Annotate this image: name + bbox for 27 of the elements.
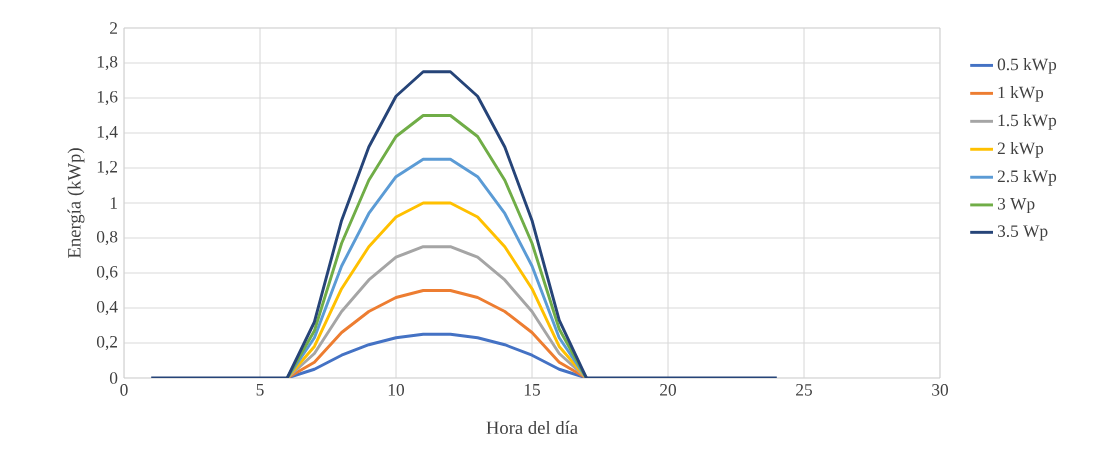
legend-label: 2.5 kWp — [997, 169, 1057, 186]
x-tick-label: 5 — [256, 384, 264, 396]
legend-label: 2 kWp — [997, 141, 1044, 158]
x-tick-label: 25 — [796, 384, 812, 396]
x-tick-label: 10 — [388, 384, 405, 396]
y-tick-label: 0,2 — [96, 335, 118, 351]
y-tick-label: 1,2 — [97, 160, 118, 176]
x-tick-label: 30 — [932, 384, 949, 396]
legend-label: 3 Wp — [997, 197, 1035, 214]
y-tick-label: 0,8 — [96, 230, 118, 246]
y-tick-label: 0 — [109, 372, 118, 384]
y-tick-label: 1,6 — [97, 90, 118, 106]
x-tick-label: 20 — [660, 384, 677, 396]
legend-label: 1.5 kWp — [998, 114, 1057, 130]
legend-label: 1 kWp — [998, 86, 1044, 102]
y-tick-label: 2 — [110, 22, 118, 34]
x-axis-title: Hora del día — [486, 420, 578, 435]
y-axis-title: Energía (kWp) — [67, 148, 85, 258]
y-tick-label: 1,4 — [97, 125, 118, 141]
legend-label: 0.5 kWp — [997, 58, 1057, 74]
y-tick-label: 0,6 — [96, 265, 118, 281]
y-tick-label: 0,4 — [96, 300, 118, 316]
legend-label: 3.5 Wp — [997, 225, 1048, 241]
x-tick-label: 0 — [120, 384, 128, 396]
y-tick-label: 1,8 — [97, 55, 118, 71]
x-tick-label: 15 — [524, 384, 540, 396]
y-tick-label: 1 — [110, 197, 117, 209]
